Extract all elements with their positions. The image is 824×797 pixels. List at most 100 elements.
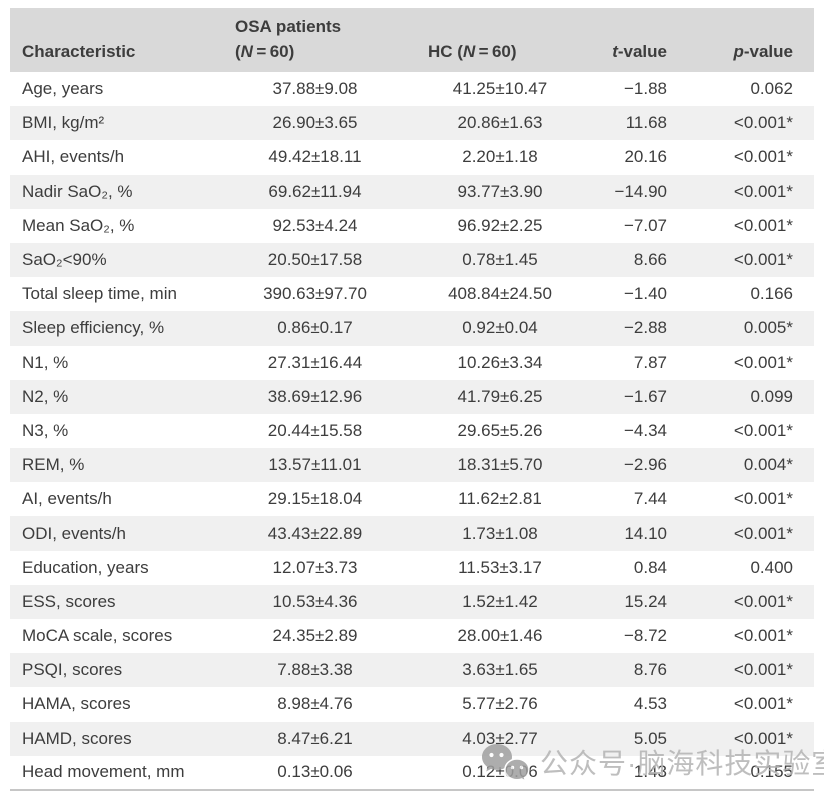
hc-value-cell: 408.84±24.50 bbox=[448, 284, 552, 304]
osa-value-cell: 24.35±2.89 bbox=[272, 626, 358, 646]
column-header-hc: HC (N = 60) bbox=[405, 8, 595, 72]
hc-value-cell: 1.73±1.08 bbox=[462, 523, 538, 543]
p-value-cell: <0.001* bbox=[733, 523, 793, 543]
osa-value-cell: 10.53±4.36 bbox=[272, 591, 358, 611]
characteristic-cell: N1, % bbox=[22, 352, 69, 372]
table-row: HAMD, scores 8.47±6.21 4.03±2.77 5.05 <0… bbox=[10, 721, 814, 756]
hc-value-cell: 29.65±5.26 bbox=[457, 420, 543, 440]
header-row: Characteristic OSA patients (N = 60) HC … bbox=[10, 8, 814, 72]
characteristic-cell: SaO₂<90% bbox=[22, 250, 107, 270]
t-value-cell: −1.67 bbox=[623, 386, 667, 406]
p-value-cell: <0.001* bbox=[733, 181, 793, 201]
t-value-cell: 1.43 bbox=[633, 762, 667, 782]
table-row: PSQI, scores 7.88±3.38 3.63±1.65 8.76 <0… bbox=[10, 653, 814, 688]
t-value-cell: 7.87 bbox=[633, 352, 667, 372]
osa-sample-size: = 60) bbox=[252, 42, 295, 61]
characteristic-cell: HAMD, scores bbox=[22, 728, 132, 748]
osa-value-cell: 43.43±22.89 bbox=[267, 523, 363, 543]
column-header-t-value: t-value bbox=[595, 8, 675, 72]
osa-value-cell: 390.63±97.70 bbox=[263, 284, 367, 304]
table-row: ESS, scores 10.53±4.36 1.52±1.42 15.24 <… bbox=[10, 584, 814, 619]
characteristic-cell: BMI, kg/m² bbox=[22, 113, 105, 133]
hc-n-symbol: N bbox=[462, 42, 476, 61]
characteristic-cell: Total sleep time, min bbox=[22, 284, 177, 304]
table-row: HAMA, scores 8.98±4.76 5.77±2.76 4.53 <0… bbox=[10, 687, 814, 722]
table-row: ODI, events/h 43.43±22.89 1.73±1.08 14.1… bbox=[10, 516, 814, 551]
p-value-cell: <0.001* bbox=[733, 250, 793, 270]
t-value-cell: 15.24 bbox=[624, 591, 667, 611]
p-value-cell: <0.001* bbox=[733, 147, 793, 167]
t-value-cell: 11.68 bbox=[625, 113, 667, 133]
characteristic-cell: ESS, scores bbox=[22, 591, 116, 611]
hc-value-cell: 0.78±1.45 bbox=[462, 250, 538, 270]
characteristic-cell: N3, % bbox=[22, 420, 69, 440]
hc-value-cell: 41.79±6.25 bbox=[457, 386, 543, 406]
t-value-cell: 8.76 bbox=[633, 660, 667, 680]
t-symbol: t bbox=[612, 42, 618, 61]
osa-value-cell: 37.88±9.08 bbox=[272, 79, 358, 99]
p-value-cell: <0.001* bbox=[733, 215, 793, 235]
hc-value-cell: 5.77±2.76 bbox=[462, 694, 538, 714]
osa-value-cell: 20.50±17.58 bbox=[267, 250, 363, 270]
table-row: Age, years 37.88±9.08 41.25±10.47 −1.88 … bbox=[10, 72, 814, 107]
table-row: AHI, events/h 49.42±18.11 2.20±1.18 20.1… bbox=[10, 140, 814, 175]
osa-value-cell: 8.47±6.21 bbox=[277, 728, 353, 748]
osa-paren-open: ( bbox=[235, 42, 241, 61]
hc-value-cell: 0.92±0.04 bbox=[462, 318, 538, 338]
characteristic-cell: Nadir SaO₂, % bbox=[22, 181, 133, 201]
osa-value-cell: 7.88±3.38 bbox=[277, 660, 353, 680]
characteristic-cell: PSQI, scores bbox=[22, 660, 123, 680]
hc-value-cell: 20.86±1.63 bbox=[457, 113, 543, 133]
t-value-cell: 0.84 bbox=[633, 557, 667, 577]
p-value-cell: <0.001* bbox=[733, 694, 793, 714]
t-suffix: -value bbox=[617, 42, 667, 61]
t-value-cell: 5.05 bbox=[633, 728, 667, 748]
table-row: Mean SaO₂, % 92.53±4.24 96.92±2.25 −7.07… bbox=[10, 208, 814, 243]
t-value-cell: −2.88 bbox=[623, 318, 667, 338]
table-row: Sleep efficiency, % 0.86±0.17 0.92±0.04 … bbox=[10, 311, 814, 346]
hc-value-cell: 4.03±2.77 bbox=[462, 728, 538, 748]
characteristic-cell: ODI, events/h bbox=[22, 523, 126, 543]
t-value-cell: −1.40 bbox=[623, 284, 667, 304]
t-value-cell: 4.53 bbox=[633, 694, 667, 714]
p-value-cell: <0.001* bbox=[733, 728, 793, 748]
osa-value-cell: 12.07±3.73 bbox=[272, 557, 358, 577]
hc-value-cell: 0.12±0.06 bbox=[462, 762, 538, 782]
p-symbol: p bbox=[733, 42, 744, 61]
hc-value-cell: 93.77±3.90 bbox=[457, 181, 543, 201]
table-row: SaO₂<90% 20.50±17.58 0.78±1.45 8.66 <0.0… bbox=[10, 242, 814, 278]
osa-value-cell: 0.13±0.06 bbox=[277, 762, 353, 782]
characteristic-cell: Education, years bbox=[22, 557, 149, 577]
table-row: Total sleep time, min 390.63±97.70 408.8… bbox=[10, 277, 814, 312]
table-row: MoCA scale, scores 24.35±2.89 28.00±1.46… bbox=[10, 619, 814, 654]
table-header: Characteristic OSA patients (N = 60) HC … bbox=[10, 8, 814, 72]
t-value-cell: −4.34 bbox=[623, 420, 667, 440]
osa-value-cell: 29.15±18.04 bbox=[267, 489, 363, 509]
hc-value-cell: 28.00±1.46 bbox=[457, 626, 543, 646]
table-row: Education, years 12.07±3.73 11.53±3.17 0… bbox=[10, 550, 814, 585]
table-row: N2, % 38.69±12.96 41.79±6.25 −1.67 0.099 bbox=[10, 379, 814, 414]
characteristic-cell: Sleep efficiency, % bbox=[22, 318, 165, 338]
osa-value-cell: 13.57±11.01 bbox=[268, 455, 362, 475]
hc-value-cell: 41.25±10.47 bbox=[452, 79, 548, 99]
p-value-cell: 0.062 bbox=[750, 79, 793, 99]
osa-value-cell: 92.53±4.24 bbox=[272, 215, 358, 235]
characteristic-cell: N2, % bbox=[22, 386, 69, 406]
t-value-cell: −8.72 bbox=[623, 626, 667, 646]
p-value-cell: <0.001* bbox=[733, 420, 793, 440]
hc-value-cell: 1.52±1.42 bbox=[462, 591, 538, 611]
osa-value-cell: 69.62±11.94 bbox=[268, 181, 362, 201]
hc-value-cell: 96.92±2.25 bbox=[457, 215, 543, 235]
characteristic-cell: REM, % bbox=[22, 455, 85, 475]
hc-value-cell: 10.26±3.34 bbox=[457, 352, 543, 372]
hc-value-cell: 11.53±3.17 bbox=[458, 557, 542, 577]
osa-header-line2: (N = 60) bbox=[235, 39, 405, 64]
column-header-characteristic: Characteristic bbox=[10, 8, 225, 72]
osa-value-cell: 49.42±18.11 bbox=[268, 147, 362, 167]
osa-value-cell: 26.90±3.65 bbox=[272, 113, 358, 133]
table-row: BMI, kg/m² 26.90±3.65 20.86±1.63 11.68 <… bbox=[10, 106, 814, 141]
osa-value-cell: 8.98±4.76 bbox=[277, 694, 353, 714]
p-value-cell: 0.400 bbox=[750, 557, 793, 577]
p-value-cell: <0.001* bbox=[733, 591, 793, 611]
characteristic-cell: AI, events/h bbox=[22, 489, 112, 509]
